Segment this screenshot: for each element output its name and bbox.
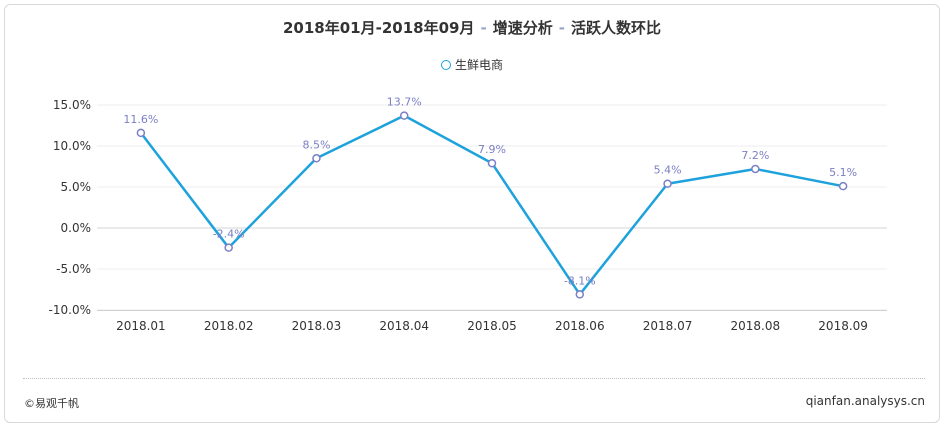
footer-copyright: ©易观千帆: [24, 397, 79, 410]
data-label: -2.4%: [213, 228, 245, 241]
data-point[interactable]: [575, 290, 585, 299]
x-tick-label: 2018.04: [379, 319, 429, 333]
x-tick-label: 2018.02: [204, 319, 254, 333]
data-point[interactable]: [838, 181, 848, 191]
legend-label: 生鲜电商: [454, 58, 503, 72]
title-separator-2: -: [558, 19, 565, 37]
data-point[interactable]: [751, 164, 760, 174]
x-tick-label: 2018.07: [643, 319, 693, 333]
title-analysis: 增速分析: [492, 19, 553, 37]
legend[interactable]: 生鲜电商: [5, 56, 939, 73]
x-tick-label: 2018.01: [116, 319, 166, 333]
x-tick-label: 2018.05: [467, 319, 517, 333]
chart-card: 2018年01月-2018年09月 - 增速分析 - 活跃人数环比 生鲜电商 15.0%…: [4, 4, 940, 423]
data-label: 11.6%: [123, 113, 158, 126]
data-label: 5.1%: [829, 166, 857, 179]
data-label: 7.9%: [478, 143, 506, 156]
title-separator-1: -: [480, 19, 487, 37]
y-tick-label: -10.0%: [49, 303, 91, 317]
y-tick-label: 15.0%: [53, 98, 91, 112]
x-tick-label: 2018.06: [555, 319, 605, 333]
data-label: 13.7%: [387, 96, 422, 109]
data-label: 8.5%: [302, 138, 330, 151]
data-point[interactable]: [224, 243, 233, 252]
data-label: 7.2%: [741, 149, 769, 162]
data-point[interactable]: [312, 154, 321, 163]
y-tick-label: 10.0%: [53, 139, 91, 153]
data-point[interactable]: [487, 158, 497, 168]
footer-url[interactable]: qianfan.analysys.cn: [805, 394, 925, 408]
data-point[interactable]: [399, 111, 409, 120]
data-point[interactable]: [663, 179, 672, 188]
chart-title: 2018年01月-2018年09月 - 增速分析 - 活跃人数环比: [5, 17, 939, 38]
data-point[interactable]: [136, 128, 146, 138]
data-label: -8.1%: [564, 274, 596, 287]
x-tick-label: 2018.08: [731, 319, 781, 333]
y-tick-label: -5.0%: [56, 262, 91, 276]
line-chart: 15.0% 10.0% 5.0% 0.0% -5.0% -10.0% 2018.01 2018…: [49, 96, 887, 333]
y-tick-label: 5.0%: [61, 180, 92, 194]
y-tick-label: 0.0%: [61, 221, 92, 235]
title-period: 2018年01月-2018年09月: [283, 19, 475, 37]
legend-marker-icon: [440, 60, 451, 70]
data-label: 5.4%: [654, 164, 682, 177]
x-tick-label: 2018.03: [292, 319, 342, 333]
footer-divider: [23, 378, 925, 379]
title-metric: 活跃人数环比: [570, 19, 661, 37]
x-tick-label: 2018.09: [818, 319, 868, 333]
